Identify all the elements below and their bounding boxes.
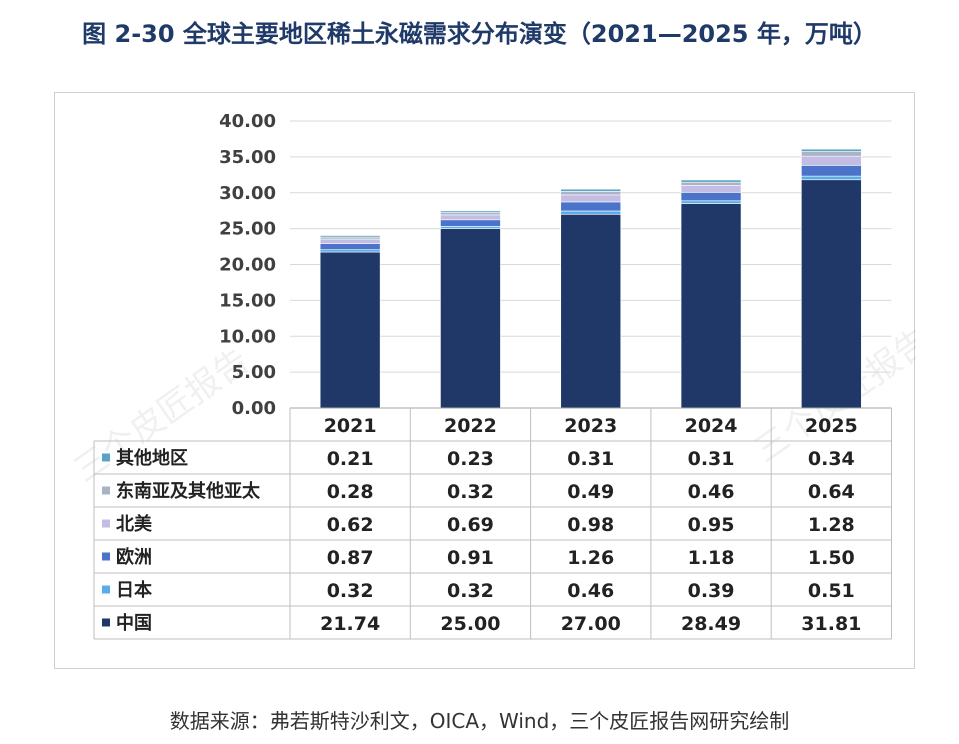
data-label: 0.95: [688, 514, 735, 536]
data-label: 0.32: [327, 580, 374, 602]
x-tick-label: 2024: [685, 415, 738, 437]
y-tick-label: 25.00: [219, 219, 276, 240]
data-label: 27.00: [561, 613, 621, 635]
data-label: 0.46: [688, 481, 735, 503]
y-tick-label: 35.00: [219, 147, 276, 168]
data-label: 0.31: [688, 448, 735, 470]
data-label: 1.26: [567, 547, 614, 569]
legend-swatch: [102, 453, 110, 462]
bar-segment: [440, 210, 501, 213]
data-label: 1.50: [808, 547, 855, 569]
bar-segment: [680, 200, 742, 204]
legend-entry: 其他地区: [116, 447, 188, 469]
bar-segment: [801, 175, 862, 181]
data-label: 0.32: [447, 481, 494, 503]
y-tick-label: 0.00: [232, 398, 276, 419]
x-tick-label: 2023: [564, 415, 617, 437]
data-label: 0.28: [327, 481, 374, 503]
data-label: 0.98: [567, 514, 614, 536]
bar-segment: [801, 151, 862, 157]
data-label: 28.49: [681, 613, 741, 635]
legend-swatch: [102, 552, 110, 561]
bar-segment: [440, 212, 501, 216]
x-tick-label: 2025: [805, 415, 858, 437]
data-label: 0.49: [567, 481, 614, 503]
data-label: 0.69: [447, 514, 494, 536]
legend-entry: 北美: [116, 513, 152, 535]
bar-segment: [680, 192, 742, 202]
y-tick-label: 30.00: [219, 183, 276, 204]
bar-segment: [680, 179, 742, 183]
bar-segment: [560, 213, 622, 409]
data-table: 2021 2022 2023 2024 2025 其他地区 0.21 0.23 0.31 0.31…: [93, 407, 892, 640]
bar-segment: [319, 236, 381, 240]
legend-entry: 中国: [116, 612, 152, 634]
data-label: 0.46: [567, 580, 614, 602]
bars-layer: [319, 148, 862, 409]
data-label: 0.31: [567, 448, 614, 470]
bar-segment: [319, 243, 381, 251]
bar-segment: [801, 165, 862, 177]
data-label: 1.18: [688, 547, 735, 569]
data-label: 21.74: [320, 613, 380, 635]
bar-segment: [560, 194, 622, 203]
data-label: 0.62: [327, 514, 374, 536]
data-label: 1.28: [808, 514, 855, 536]
data-label: 25.00: [440, 613, 500, 635]
bar-segment: [560, 210, 622, 215]
bar-segment: [319, 251, 381, 409]
data-label: 31.81: [801, 613, 861, 635]
legend-swatch: [102, 486, 110, 495]
y-tick-label: 15.00: [219, 290, 276, 311]
bar-segment: [319, 235, 381, 238]
y-tick-label: 5.00: [232, 362, 276, 383]
data-label: 0.91: [447, 547, 494, 569]
legend-swatch: [102, 585, 110, 594]
data-label: 0.51: [808, 580, 855, 602]
bar-segment: [560, 191, 622, 196]
bar-segment: [319, 238, 381, 244]
bar-segment: [560, 201, 622, 212]
data-label: 0.64: [808, 481, 855, 503]
bar-segment: [319, 249, 381, 253]
x-tick-label: 2021: [324, 415, 377, 437]
legend-entry: 欧洲: [116, 546, 152, 568]
y-tick-label: 40.00: [219, 111, 276, 132]
legend-entry: 日本: [116, 579, 152, 601]
bar-segment: [560, 188, 622, 192]
data-label: 0.32: [447, 580, 494, 602]
bar-segment: [680, 181, 742, 186]
data-label: 0.39: [688, 580, 735, 602]
bar-segment: [440, 226, 501, 229]
bar-segment: [440, 219, 501, 227]
y-tick-label: 10.00: [219, 326, 276, 347]
y-tick-label: 20.00: [219, 255, 276, 276]
x-tick-label: 2022: [444, 415, 497, 437]
bar-segment: [801, 148, 862, 152]
bar-segment: [440, 228, 501, 409]
data-label: 0.34: [808, 448, 855, 470]
bar-segment: [680, 203, 742, 409]
data-label: 0.21: [327, 448, 374, 470]
legend-swatch: [102, 519, 110, 528]
bar-segment: [680, 185, 742, 193]
data-label: 0.23: [447, 448, 494, 470]
legend-entry: 东南亚及其他亚太: [116, 480, 261, 502]
chart-frame: 三个皮匠报告 三个皮匠报告 0.005.0010.0015.0020.0025.…: [54, 92, 916, 669]
chart-title: 图 2-30 全球主要地区稀土永磁需求分布演变（2021—2025 年，万吨）: [82, 20, 877, 48]
bar-segment: [440, 214, 501, 221]
data-label: 0.87: [327, 547, 374, 569]
source-note: 数据来源：弗若斯特沙利文，OICA，Wind，三个皮匠报告网研究绘制: [169, 709, 790, 733]
bar-segment: [801, 155, 862, 166]
bar-segment: [801, 179, 862, 409]
chart-svg: 三个皮匠报告 三个皮匠报告 0.005.0010.0015.0020.0025.…: [67, 111, 916, 640]
legend-swatch: [102, 618, 110, 627]
